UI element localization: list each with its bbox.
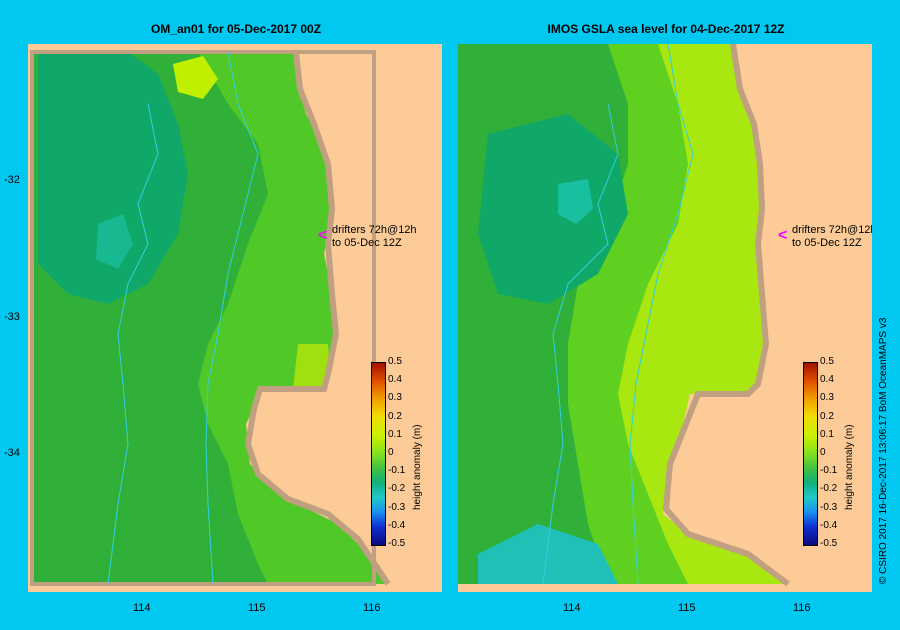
left-drifter-arrow: < [318, 227, 328, 244]
right-map-panel: drifters 72h@12h to 05-Dec 12Z < [458, 44, 872, 592]
model-domain-frame [30, 50, 376, 586]
colorbar-tick-label: -0.2 [820, 483, 838, 495]
colorbar-tick-label: -0.4 [820, 519, 838, 531]
x-tick-label: 116 [363, 602, 381, 614]
eddy-core [558, 179, 593, 224]
left-map-panel: drifters 72h@12h to 05-Dec 12Z < [28, 44, 442, 592]
bathy-contour-200m [205, 51, 259, 585]
colorbar-tick-label: 0.4 [388, 374, 402, 386]
x-tick-label: 114 [133, 602, 151, 614]
bathy-contour-2000m [542, 103, 619, 585]
y-tick-label: -33 [4, 311, 20, 323]
x-tick-label: 115 [678, 602, 696, 614]
y-tick-label: -32 [4, 174, 20, 186]
colorbar-tick-label: 0.4 [820, 374, 834, 386]
colorbar-tick-label: 0.3 [388, 392, 402, 404]
north-bright-spot [173, 56, 218, 99]
credit-text: © CSIRO 2017 16-Dec-2017 13:06:17 BoM Oc… [878, 317, 889, 584]
colorbar-tick-label: -0.3 [388, 501, 406, 513]
x-tick-label: 116 [793, 602, 811, 614]
colorbar-tick-label: 0.1 [820, 428, 834, 440]
south-eddy [478, 524, 618, 584]
colorbar-tick-label: 0.5 [388, 356, 402, 367]
right-drifter-arrow: < [778, 227, 788, 244]
x-tick-label: 114 [563, 602, 581, 614]
colorbar-tick-label: -0.4 [388, 519, 406, 531]
colorbar-tick-label: 0.3 [820, 392, 834, 404]
left-panel-title: OM_an01 for 05-Dec-2017 00Z [150, 22, 322, 36]
colorbar-tick-label: -0.2 [388, 483, 406, 495]
left-map-svg [30, 50, 391, 586]
right-colorbar [803, 362, 818, 546]
right-map-svg [458, 44, 790, 587]
colorbar-tick-label: 0.5 [820, 356, 834, 367]
colorbar-tick-label: -0.1 [388, 465, 406, 477]
right-colorbar-label: height anomaly (m) [844, 424, 855, 510]
colorbar-tick-label: 0.1 [388, 428, 402, 440]
left-drifter-label: drifters 72h@12h to 05-Dec 12Z [332, 224, 417, 249]
colorbar-tick-label: -0.5 [388, 538, 406, 549]
bathy-contour-200m [629, 44, 694, 585]
near-shore-yellowgreen [293, 344, 330, 389]
left-colorbar [371, 362, 386, 546]
colorbar-tick-label: 0.2 [820, 410, 834, 422]
colorbar-tick-label: -0.3 [820, 501, 838, 513]
colorbar-tick-label: -0.5 [820, 538, 838, 549]
eddy-core [96, 214, 133, 269]
coastline [244, 51, 391, 586]
coastline [662, 44, 790, 587]
right-drifter-label: drifters 72h@12h to 05-Dec 12Z [792, 224, 872, 249]
right-panel-title: IMOS GSLA sea level for 04-Dec-2017 12Z [547, 22, 785, 36]
x-tick-label: 115 [248, 602, 266, 614]
colorbar-tick-label: 0 [820, 447, 826, 458]
y-tick-label: -34 [4, 447, 20, 459]
colorbar-tick-label: 0.2 [388, 410, 402, 422]
colorbar-tick-label: 0 [388, 447, 394, 458]
eddy-teal [478, 114, 628, 304]
bathy-contour-2000m [107, 103, 159, 585]
left-colorbar-label: height anomaly (m) [412, 424, 423, 510]
colorbar-tick-label: -0.1 [820, 465, 838, 477]
